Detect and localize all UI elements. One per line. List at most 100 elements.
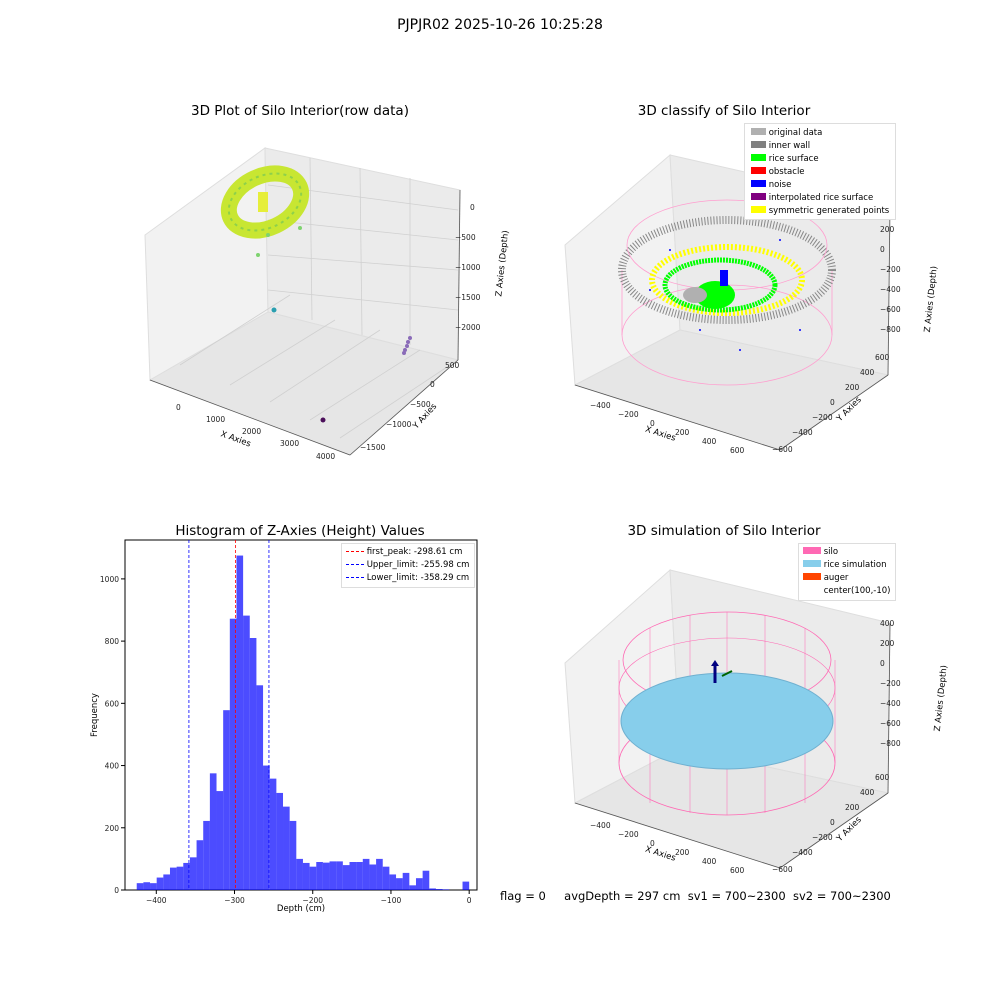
histogram-bar (143, 882, 151, 890)
svg-text:0: 0 (880, 245, 885, 254)
histogram-bar (429, 888, 436, 890)
histogram-xtick-label: −100 (381, 896, 402, 905)
histogram-ytick-label: 200 (105, 824, 120, 833)
svg-text:400: 400 (860, 368, 875, 377)
histogram-ytick-label: 0 (114, 886, 119, 895)
panel2-title: 3D classify of Silo Interior (637, 103, 811, 119)
status-sv2: sv2 = 700~2300 (792, 889, 891, 903)
svg-text:600: 600 (730, 446, 745, 455)
panel1-ytick: 0 (430, 380, 435, 389)
svg-text:200: 200 (880, 639, 895, 648)
panel1-title: 3D Plot of Silo Interior(row data) (191, 103, 409, 119)
histogram-bar (349, 862, 357, 890)
histogram-bar (415, 878, 423, 890)
histogram-bar (276, 792, 284, 890)
panel1-ztick: −500 (455, 233, 476, 242)
svg-text:600: 600 (875, 353, 890, 362)
histogram-bar (462, 881, 470, 890)
histogram-xtick-label: −400 (146, 896, 167, 905)
histogram-bar (183, 862, 190, 890)
histogram-bar (216, 791, 224, 890)
status-line: flag = 0 avgDepth = 297 cm sv1 = 700~230… (500, 889, 920, 903)
svg-text:400: 400 (860, 788, 875, 797)
svg-text:0: 0 (650, 839, 655, 848)
panel1-ytick: −500 (410, 400, 431, 409)
svg-text:−200: −200 (812, 833, 833, 842)
svg-text:0: 0 (880, 659, 885, 668)
rice-surface (620, 672, 834, 770)
histogram-bar (169, 867, 177, 890)
panel1-ztick: −1500 (455, 293, 481, 302)
svg-text:400: 400 (880, 619, 895, 628)
panel4-xlabel: X Axies (644, 845, 677, 864)
svg-text:200: 200 (675, 428, 690, 437)
histogram-bar (329, 861, 337, 890)
panel1-ztick: −1000 (455, 263, 481, 272)
panel2-legend: original data inner wall rice surface ob… (744, 123, 896, 220)
panel1-ztick: −2000 (455, 323, 481, 332)
panel1-xtick: 1000 (206, 415, 225, 424)
svg-text:−400: −400 (792, 428, 813, 437)
panel4-chart: −400 −200 0 200 400 600 600 400 200 0 −2… (564, 568, 950, 875)
histogram-bar (229, 618, 237, 890)
histogram-bar (362, 858, 370, 890)
panel1-ytick: 500 (445, 361, 460, 370)
panel1-xtick: 0 (176, 403, 181, 412)
histogram-bar (369, 864, 377, 890)
panel1-ztick: 0 (470, 203, 475, 212)
svg-text:400: 400 (702, 857, 717, 866)
histogram-bar (442, 889, 450, 890)
svg-text:600: 600 (875, 773, 890, 782)
histogram-bar (422, 870, 430, 890)
histogram-bar (309, 866, 317, 890)
histogram-ytick-label: 600 (105, 699, 120, 708)
svg-text:0: 0 (650, 419, 655, 428)
panel1-outlier-cluster (402, 336, 412, 355)
histogram-bar (236, 555, 244, 890)
svg-text:−400: −400 (792, 848, 813, 857)
svg-text:600: 600 (730, 866, 745, 875)
svg-text:−200: −200 (880, 679, 901, 688)
histogram-bar (196, 840, 204, 890)
panel1-ytick: −1000 (386, 420, 412, 429)
histogram-bar (316, 862, 323, 890)
histogram-bar (163, 874, 170, 890)
svg-text:−200: −200 (880, 265, 901, 274)
histogram-ytick-label: 1000 (100, 575, 119, 584)
histogram-xtick-label: −300 (224, 896, 245, 905)
svg-text:0: 0 (830, 398, 835, 407)
histogram-bar (322, 862, 330, 890)
histogram-bar (269, 778, 277, 890)
svg-text:−600: −600 (772, 445, 793, 454)
svg-text:−800: −800 (880, 739, 901, 748)
panel2-xlabel: X Axies (644, 425, 677, 444)
status-sv1: sv1 = 700~2300 (687, 889, 786, 903)
histogram-bar (263, 765, 270, 890)
histogram-bar (223, 710, 230, 890)
panel1-chart: 0 1000 2000 3000 4000 500 0 −500 −1000 −… (144, 147, 511, 461)
svg-text:−400: −400 (880, 699, 901, 708)
histogram-ytick-label: 400 (105, 762, 120, 771)
svg-text:0: 0 (830, 818, 835, 827)
svg-text:−400: −400 (590, 401, 611, 410)
figure-title: PJPJR02 2025-10-26 10:25:28 (397, 17, 603, 33)
panel1-zlabel: Z Axies (Depth) (494, 230, 511, 297)
histogram-bar (249, 638, 257, 890)
histogram-bar (256, 685, 264, 890)
histogram-bar (189, 857, 197, 890)
histogram-bar (356, 862, 363, 890)
svg-text:400: 400 (702, 437, 717, 446)
svg-text:−800: −800 (880, 325, 901, 334)
histogram-ytick-label: 800 (105, 637, 120, 646)
histogram-bar (136, 883, 144, 890)
svg-text:200: 200 (845, 803, 860, 812)
histogram-bar (289, 820, 297, 890)
histogram-bar (342, 865, 350, 890)
svg-text:−200: −200 (618, 410, 639, 419)
panel3-legend: first_peak: -298.61 cm Upper_limit: -255… (341, 543, 475, 588)
panel4-title: 3D simulation of Silo Interior (627, 523, 821, 539)
histogram-bar (150, 883, 157, 890)
histogram-bar (176, 866, 184, 890)
svg-text:−600: −600 (880, 305, 901, 314)
histogram-plot-area (124, 539, 478, 891)
